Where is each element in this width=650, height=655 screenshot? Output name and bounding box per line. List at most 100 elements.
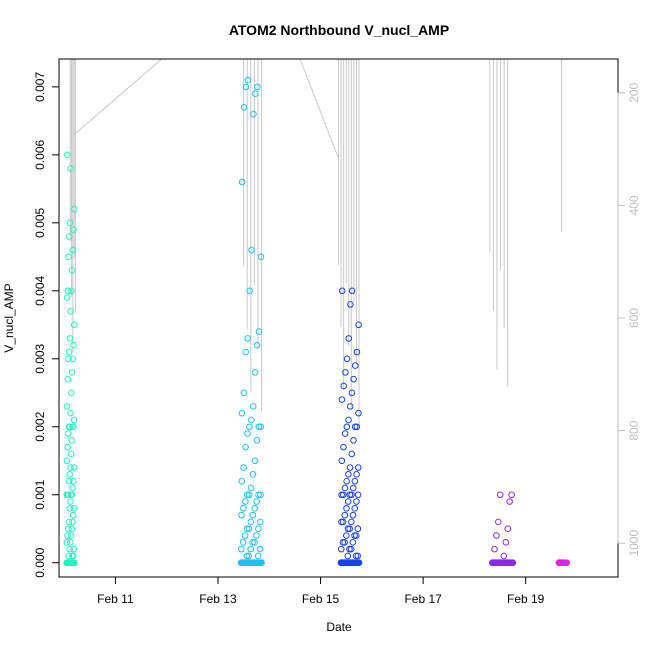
data-point bbox=[70, 416, 78, 424]
data-point bbox=[353, 498, 360, 505]
data-point bbox=[249, 511, 257, 519]
data-point bbox=[243, 491, 251, 499]
data-point bbox=[70, 341, 77, 349]
data-point bbox=[64, 287, 72, 295]
data-point bbox=[253, 498, 260, 505]
data-point bbox=[251, 457, 259, 465]
data-point bbox=[247, 518, 255, 526]
data-point bbox=[348, 287, 356, 295]
data-point bbox=[69, 246, 77, 254]
data-point bbox=[340, 382, 347, 390]
data-point bbox=[66, 423, 74, 431]
data-point bbox=[240, 505, 247, 512]
secondary-y-axis: 200 400 600 800 1000 bbox=[617, 82, 641, 557]
y2-tick-label: 200 bbox=[627, 82, 641, 102]
data-point bbox=[242, 348, 250, 356]
data-point bbox=[67, 307, 74, 315]
data-point bbox=[69, 511, 77, 519]
data-point bbox=[495, 518, 502, 526]
data-point bbox=[248, 246, 255, 254]
data-point bbox=[240, 464, 247, 471]
data-point bbox=[248, 416, 255, 424]
data-points bbox=[63, 76, 571, 567]
data-point bbox=[63, 151, 71, 159]
data-point bbox=[241, 532, 249, 539]
data-point bbox=[353, 348, 361, 356]
data-point bbox=[65, 348, 73, 356]
data-point bbox=[502, 539, 510, 546]
data-point bbox=[64, 532, 71, 539]
data-point bbox=[67, 498, 74, 505]
data-point bbox=[343, 355, 351, 363]
data-point bbox=[563, 559, 571, 567]
y-axis: 0.000 0.001 0.002 0.003 0.004 0.005 0.006 0.007 bbox=[33, 72, 60, 578]
data-point bbox=[341, 484, 349, 492]
data-point bbox=[69, 518, 76, 526]
data-point bbox=[238, 178, 246, 186]
x-tick-label: Feb 15 bbox=[302, 592, 340, 606]
y-axis-label: V_nucl_AMP bbox=[2, 283, 16, 352]
y2-tick-label: 600 bbox=[627, 308, 641, 328]
data-point bbox=[237, 545, 245, 553]
data-point bbox=[253, 437, 261, 444]
data-point bbox=[345, 335, 353, 342]
data-point bbox=[247, 484, 255, 492]
data-point bbox=[251, 539, 258, 546]
data-point bbox=[337, 545, 345, 553]
data-point bbox=[245, 552, 253, 560]
data-point bbox=[69, 484, 76, 492]
data-point bbox=[67, 464, 74, 471]
data-point bbox=[354, 491, 362, 499]
data-point bbox=[251, 505, 259, 512]
data-point bbox=[351, 505, 359, 512]
data-point bbox=[246, 287, 253, 295]
y-tick-label: 0.002 bbox=[33, 411, 47, 441]
data-point bbox=[253, 341, 261, 349]
data-point bbox=[244, 76, 252, 84]
data-point bbox=[70, 321, 78, 329]
profile-connector-line bbox=[299, 58, 339, 159]
data-point bbox=[239, 539, 247, 546]
data-point bbox=[242, 443, 249, 451]
data-point bbox=[496, 491, 504, 499]
y2-tick-label: 1000 bbox=[627, 530, 641, 557]
data-point bbox=[345, 416, 352, 424]
data-point bbox=[500, 552, 508, 560]
data-point bbox=[255, 525, 262, 533]
data-point bbox=[66, 539, 74, 546]
data-point bbox=[67, 450, 75, 458]
data-point bbox=[355, 409, 362, 417]
x-tick-label: Feb 11 bbox=[97, 592, 134, 606]
data-point bbox=[67, 165, 74, 172]
y-tick-label: 0.007 bbox=[33, 72, 47, 102]
y2-tick-label: 800 bbox=[627, 420, 641, 440]
depth-profile-lines bbox=[69, 58, 563, 427]
data-point bbox=[238, 477, 246, 485]
data-point bbox=[238, 409, 246, 417]
data-point bbox=[65, 253, 72, 261]
data-point bbox=[65, 430, 72, 437]
data-point bbox=[65, 518, 73, 526]
data-point bbox=[66, 219, 74, 227]
x-tick-label: Feb 17 bbox=[404, 592, 442, 606]
y-tick-label: 0.003 bbox=[33, 343, 47, 373]
x-tick-label: Feb 19 bbox=[507, 592, 545, 606]
data-point bbox=[255, 491, 262, 499]
data-point bbox=[70, 464, 78, 471]
data-point bbox=[70, 545, 78, 553]
data-point bbox=[255, 328, 263, 335]
data-point bbox=[66, 545, 73, 553]
data-point bbox=[69, 552, 77, 560]
data-point bbox=[252, 90, 259, 97]
data-point bbox=[242, 83, 250, 91]
data-point bbox=[245, 525, 253, 533]
data-point bbox=[63, 457, 71, 465]
data-point bbox=[69, 477, 77, 485]
data-point bbox=[64, 491, 72, 499]
y-tick-label: 0.006 bbox=[33, 140, 47, 170]
y-tick-label: 0.000 bbox=[33, 547, 47, 577]
data-point bbox=[508, 491, 515, 499]
data-point bbox=[63, 539, 71, 546]
